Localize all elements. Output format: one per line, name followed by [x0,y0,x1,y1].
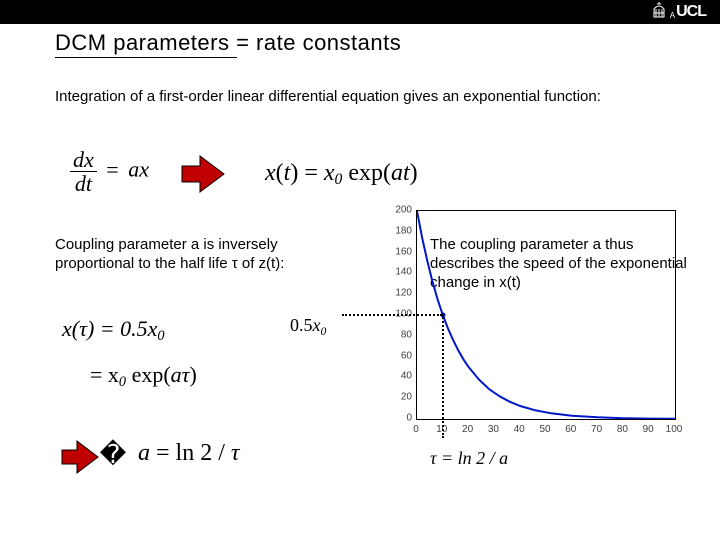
title-text: DCM parameters = rate constants [55,30,401,55]
title-underline [55,57,237,58]
x-tick: 20 [462,424,473,435]
y-tick: 200 [382,205,412,216]
x-tick: 60 [565,424,576,435]
eq1-num: dx [70,148,97,172]
ucl-logo: AUCL [651,0,706,24]
x-tick: 0 [413,424,419,435]
eq1-den: dt [70,172,97,195]
x-tick: 70 [591,424,602,435]
decay-chart: 0204060801001201401601802000102030405060… [376,200,684,460]
y-tick: 120 [382,288,412,299]
slide: AUCL DCM parameters = rate constants Int… [0,0,720,540]
slide-title: DCM parameters = rate constants [55,30,401,56]
half-x0-label: 0.5x0 [290,315,326,338]
chart-curve [417,211,675,419]
tau-axis-label: τ = ln 2 / a [430,448,508,469]
eq1-equals: = [102,157,122,182]
equation-a-halflife: a = ln 2 / τ [138,440,239,467]
ucl-logo-text: AUCL [671,0,706,24]
y-tick: 140 [382,267,412,278]
equation-dxdt: dx dt = ax [70,148,149,195]
x-tick: 100 [666,424,683,435]
x-tick: 80 [617,424,628,435]
x-tick: 40 [514,424,525,435]
dashed-guide-horizontal [342,314,442,316]
equation-xtau-b: = x0 exp(aτ) [90,362,197,391]
y-tick: 0 [382,413,412,424]
intro-text: Integration of a first-order linear diff… [55,88,615,107]
chart-plot-area [416,210,676,420]
y-tick: 180 [382,225,412,236]
dashed-guide-vertical [442,314,444,438]
eq1-rhs: ax [128,157,149,182]
missing-glyph: � [98,436,128,472]
y-tick: 40 [382,371,412,382]
equation-xt: x(t) = x0 exp(at) [265,160,418,189]
equation-xtau: x(τ) = 0.5x0 [62,316,165,345]
x-tick: 30 [488,424,499,435]
coupling-text: Coupling parameter a is inversely propor… [55,236,345,274]
top-bar [0,0,720,24]
y-tick: 60 [382,350,412,361]
x-tick: 50 [539,424,550,435]
y-tick: 80 [382,329,412,340]
x-tick: 90 [643,424,654,435]
y-tick: 20 [382,392,412,403]
dome-icon [651,1,667,24]
y-tick: 160 [382,246,412,257]
